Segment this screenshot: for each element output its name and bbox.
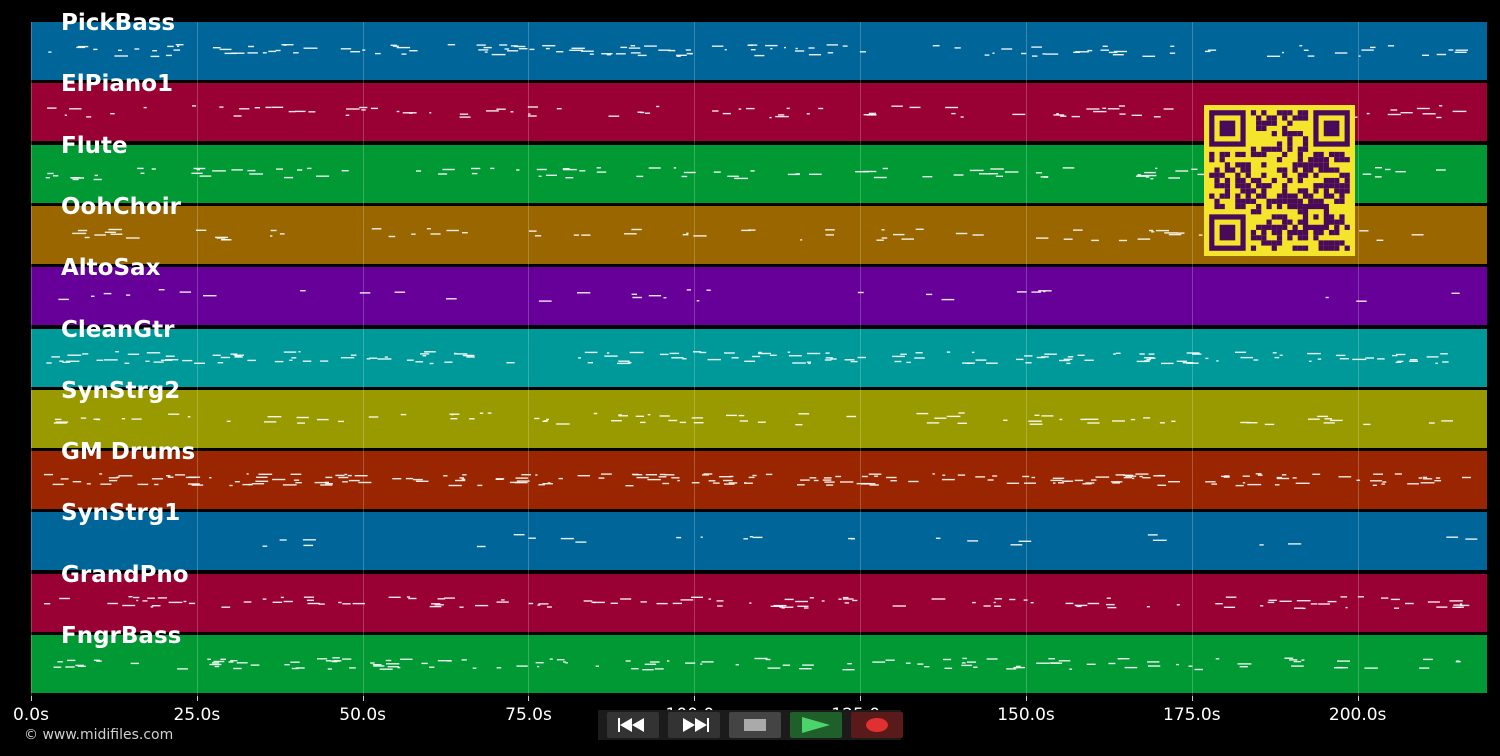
- rewind-button[interactable]: [607, 712, 659, 738]
- axis-tick: [860, 696, 862, 701]
- axis-tick: [528, 696, 530, 701]
- note-pattern: [53, 412, 1453, 426]
- note-pattern: [44, 595, 1470, 609]
- track-lane[interactable]: PickBass: [31, 10, 1487, 80]
- track-name: CleanGtr: [61, 316, 175, 343]
- note-pattern: [58, 289, 1460, 303]
- track-lane[interactable]: AltoSax: [31, 255, 1487, 326]
- note-pattern: [262, 534, 1478, 548]
- track-name: OohChoir: [61, 193, 182, 220]
- play-button[interactable]: [790, 712, 842, 738]
- axis-tick: [1025, 696, 1027, 701]
- axis-tick-label: 0.0s: [13, 705, 49, 725]
- track-name: Flute: [61, 132, 128, 159]
- track-lane[interactable]: GM Drums: [31, 439, 1487, 510]
- track-name: GM Drums: [61, 439, 196, 466]
- rewind-icon: [618, 718, 644, 732]
- track-lane[interactable]: GrandPno: [31, 562, 1487, 632]
- stop-icon: [744, 719, 766, 731]
- axis-tick: [1357, 696, 1359, 701]
- transport-controls: [598, 710, 903, 740]
- note-pattern: [43, 473, 1471, 487]
- axis-tick-label: 150.0s: [997, 705, 1055, 725]
- qr-code: [1204, 105, 1355, 256]
- track-name: SynStrg2: [61, 377, 181, 404]
- fast-forward-button[interactable]: [668, 712, 720, 738]
- record-button[interactable]: [851, 712, 903, 738]
- axis-tick: [362, 696, 364, 701]
- note-pattern: [48, 44, 1468, 58]
- track-name: ElPiano1: [61, 71, 174, 98]
- axis-tick: [31, 696, 32, 701]
- copyright-text: © www.midifiles.com: [24, 727, 174, 743]
- axis-tick-label: 75.0s: [505, 705, 552, 725]
- track-lane[interactable]: SynStrg2: [31, 378, 1487, 448]
- note-pattern: [47, 105, 1467, 119]
- axis-tick: [694, 696, 696, 701]
- track-name: PickBass: [61, 10, 176, 36]
- fast-forward-icon: [683, 718, 709, 732]
- qr-code-pattern: [1204, 105, 1355, 256]
- axis-tick-label: 175.0s: [1163, 705, 1221, 725]
- track-name: GrandPno: [61, 561, 189, 588]
- axis-tick-label: 200.0s: [1328, 705, 1387, 725]
- play-icon: [802, 717, 830, 733]
- note-pattern: [46, 350, 1449, 364]
- track-name: SynStrg1: [61, 500, 181, 527]
- track-lanes: PickBass ElPiano1 Flute OohChoir AltoSax Clea…: [31, 10, 1487, 696]
- axis-tick-label: 25.0s: [173, 705, 221, 725]
- axis-tick-label: 50.0s: [339, 705, 387, 725]
- track-lane[interactable]: CleanGtr: [31, 317, 1487, 387]
- record-icon: [866, 718, 888, 732]
- track-lane[interactable]: FngrBass: [31, 623, 1487, 693]
- track-name: AltoSax: [61, 255, 161, 282]
- axis-tick: [1191, 696, 1193, 701]
- track-name: FngrBass: [61, 623, 182, 649]
- stop-button[interactable]: [729, 712, 781, 738]
- note-pattern: [53, 657, 1461, 671]
- track-lane[interactable]: SynStrg1: [31, 500, 1487, 571]
- axis-tick: [196, 696, 198, 701]
